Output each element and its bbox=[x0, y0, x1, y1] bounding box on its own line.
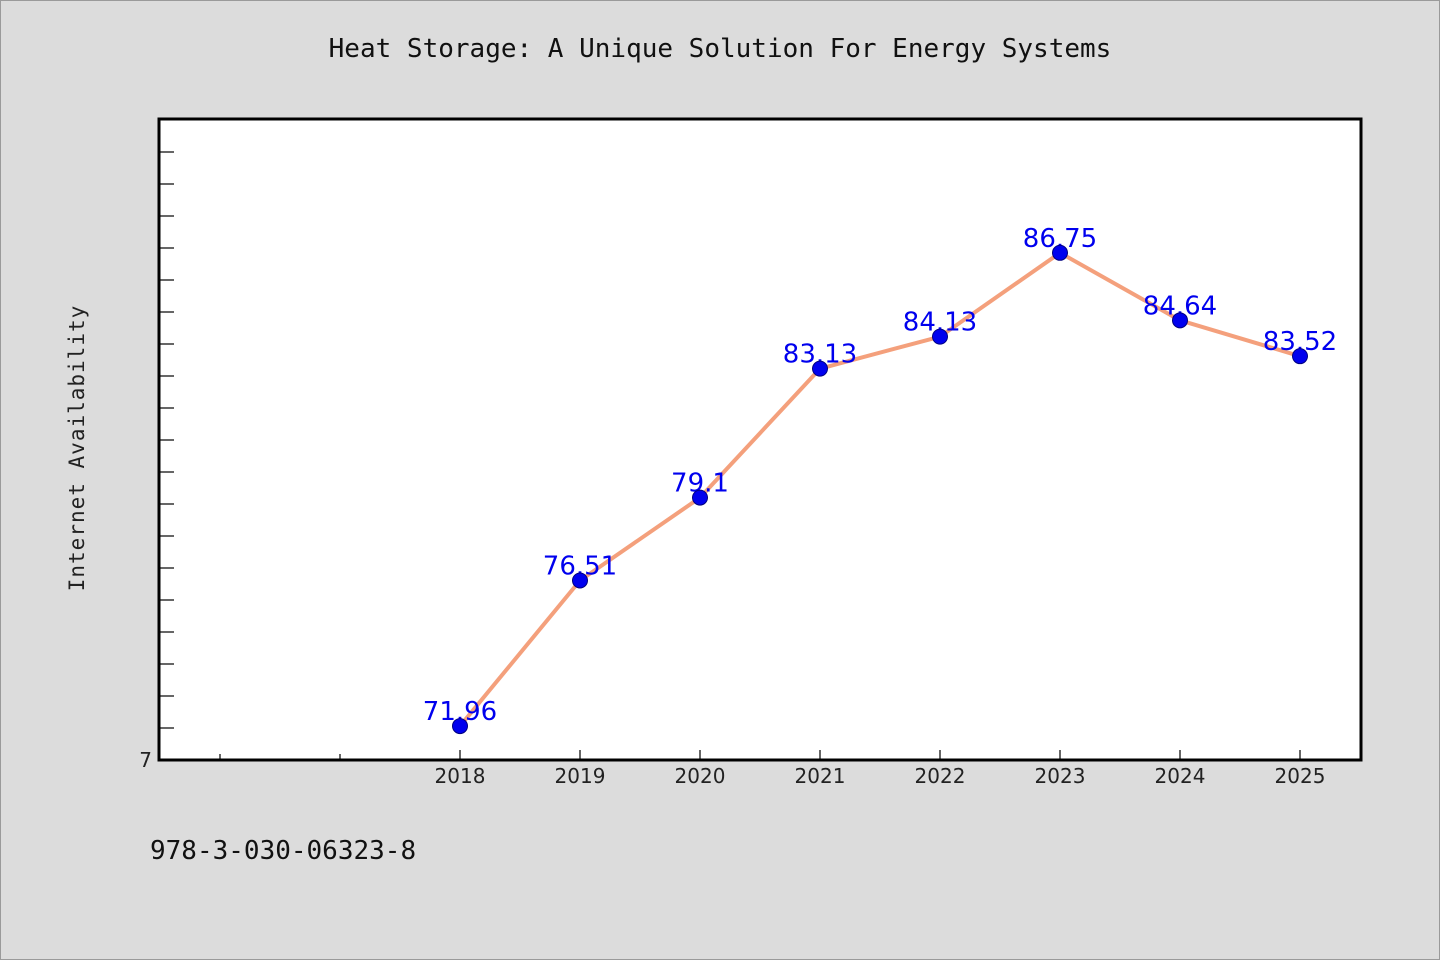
data-point bbox=[812, 360, 828, 377]
data-point bbox=[1292, 348, 1308, 365]
data-point bbox=[1052, 244, 1068, 261]
isbn-footnote: 978-3-030-06323-8 bbox=[150, 836, 417, 866]
x-tick-label: 2019 bbox=[555, 764, 606, 788]
series-line bbox=[458, 250, 1301, 728]
series-markers bbox=[452, 244, 1308, 735]
y-tick-label: 7 bbox=[139, 748, 152, 772]
data-point bbox=[572, 572, 588, 589]
x-tick-label: 2018 bbox=[435, 764, 486, 788]
data-point bbox=[452, 718, 468, 735]
data-point bbox=[1172, 312, 1188, 329]
x-tick-label: 2021 bbox=[795, 764, 846, 788]
x-tick-label: 2025 bbox=[1275, 764, 1326, 788]
data-point bbox=[932, 328, 948, 345]
x-tick-label: 2023 bbox=[1035, 764, 1086, 788]
chart-title: Heat Storage: A Unique Solution For Ener… bbox=[328, 34, 1112, 64]
x-tick-label: 2022 bbox=[915, 764, 966, 788]
plot-area bbox=[157, 117, 1363, 762]
data-point bbox=[692, 489, 708, 506]
x-tick-label: 2024 bbox=[1155, 764, 1206, 788]
y-axis-ticks: 7 bbox=[139, 151, 174, 772]
x-tick-label: 2020 bbox=[675, 764, 726, 788]
x-axis-ticks: 2018 2019 2020 2021 2022 2023 2024 2025 bbox=[219, 750, 1326, 788]
